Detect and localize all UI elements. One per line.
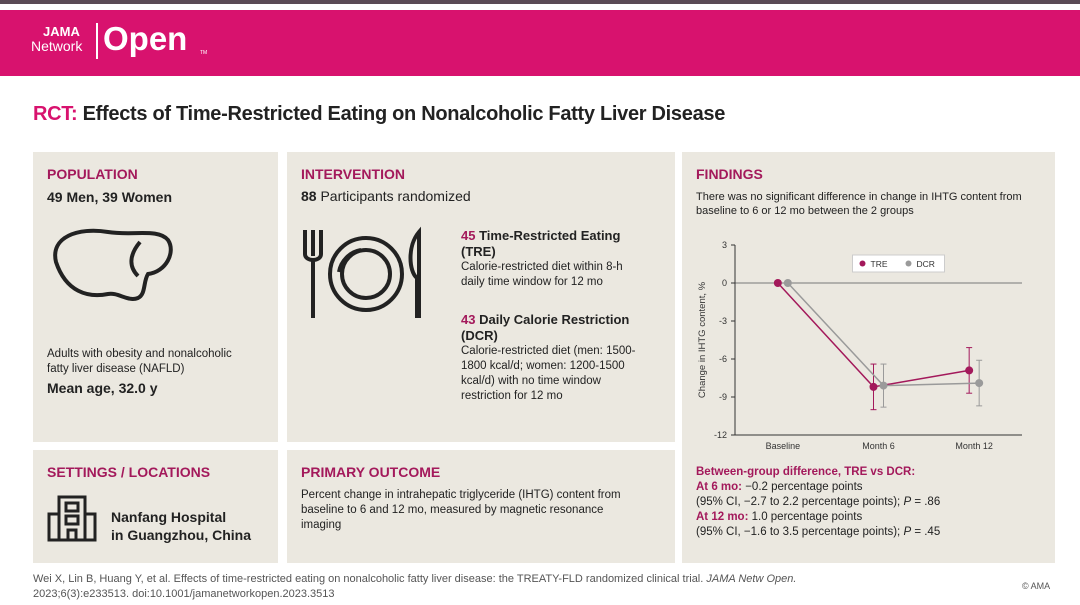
result-text: −0.2 percentage points — [745, 481, 863, 493]
y-axis-label: Change in IHTG content, % — [697, 281, 708, 398]
ci: (95% CI, −1.6 to 3.5 percentage points); — [696, 526, 901, 538]
y-tick-label: 0 — [722, 278, 727, 288]
randomized-text: Participants randomized — [320, 188, 471, 204]
point — [879, 381, 888, 390]
citation-details: 2023;6(3):e233513. doi:10.1001/jamanetwo… — [33, 588, 335, 600]
p-value: = .45 — [914, 526, 941, 538]
point — [975, 379, 984, 388]
group-n: 43 — [461, 312, 476, 327]
intervention-panel: INTERVENTION 88 Participants randomized … — [287, 152, 675, 442]
title-prefix: RCT: — [33, 103, 78, 125]
result-label: At 12 mo: — [696, 511, 749, 523]
logo-main: Open — [103, 20, 188, 57]
x-tick-label: Month 12 — [955, 441, 993, 451]
p-value: = .86 — [914, 496, 941, 508]
point — [783, 279, 792, 287]
liver-icon — [53, 228, 173, 301]
chart: 3 0 -3 -6 -9 -12 Change in IHTG content, % Base… — [697, 240, 1022, 451]
summary: There was no significant difference in c… — [696, 191, 1022, 217]
outcome-panel: PRIMARY OUTCOME Percent change in intrah… — [287, 450, 675, 563]
mean-age: Mean age, 32.0 y — [47, 380, 158, 396]
citation-text: Wei X, Lin B, Huang Y, et al. Effects of… — [33, 573, 704, 585]
legend-box — [852, 254, 945, 273]
result-ci: (95% CI, −1.6 to 3.5 percentage points);… — [696, 525, 1046, 540]
legend-marker — [905, 260, 912, 267]
legend-label: DCR — [917, 259, 935, 269]
result-ci: (95% CI, −2.7 to 2.2 percentage points);… — [696, 495, 1046, 510]
y-tick-label: -12 — [714, 430, 727, 440]
randomized: 88 Participants randomized — [301, 188, 471, 204]
location: Nanfang Hospital in Guangzhou, China — [111, 508, 251, 544]
location-line: in Guangzhou, China — [111, 527, 251, 543]
y-tick-label: -6 — [719, 354, 727, 364]
heading: POPULATION — [47, 166, 138, 182]
heading: INTERVENTION — [301, 166, 405, 182]
citation: Wei X, Lin B, Huang Y, et al. Effects of… — [33, 572, 813, 602]
result: At 12 mo: 1.0 percentage points — [696, 510, 1046, 525]
logo-tm: TM — [200, 50, 208, 56]
counts: 49 Men, 39 Women — [47, 189, 173, 205]
logo-divider — [96, 23, 98, 59]
group-dcr: 43 Daily Calorie Restriction (DCR) Calor… — [461, 312, 641, 404]
meal-icon — [303, 226, 421, 318]
legend-label: TRE — [871, 259, 888, 269]
heading: FINDINGS — [696, 166, 763, 182]
randomized-n: 88 — [301, 188, 317, 204]
description: Adults with obesity and nonalcoholic fat… — [47, 348, 232, 375]
hospital-icon — [47, 495, 97, 542]
title-text: Effects of Time-Restricted Eating on Non… — [82, 103, 726, 125]
group-name: Time-Restricted Eating (TRE) — [461, 228, 621, 259]
result-label: At 6 mo: — [696, 481, 742, 493]
logo-top: JAMA — [43, 24, 80, 39]
point — [869, 382, 878, 391]
group-description: Calorie-restricted diet (men: 1500-1800 … — [461, 345, 636, 402]
p: P — [903, 526, 912, 538]
p: P — [903, 496, 912, 508]
header-band: JAMA Network Open TM — [0, 10, 1080, 76]
group-description: Calorie-restricted diet within 8-h daily… — [461, 261, 623, 288]
ci: (95% CI, −2.7 to 2.2 percentage points); — [696, 496, 901, 508]
point — [965, 366, 974, 375]
difference: Between-group difference, TRE vs DCR: At… — [696, 465, 1046, 540]
result: At 6 mo: −0.2 percentage points — [696, 480, 1046, 495]
title: RCT: Effects of Time-Restricted Eating o… — [33, 103, 725, 126]
heading: SETTINGS / LOCATIONS — [47, 464, 211, 480]
x-tick-label: Month 6 — [862, 441, 895, 451]
group-name: Daily Calorie Restriction (DCR) — [461, 312, 630, 343]
y-tick-label: -3 — [719, 316, 727, 326]
x-tick-label: Baseline — [766, 441, 801, 451]
heading: PRIMARY OUTCOME — [301, 464, 441, 480]
outcome-text: Percent change in intrahepatic triglycer… — [301, 489, 621, 531]
result-text: 1.0 percentage points — [751, 511, 863, 523]
top-strip — [0, 0, 1080, 4]
difference-heading: Between-group difference, TRE vs DCR: — [696, 466, 916, 478]
location-line: Nanfang Hospital — [111, 509, 227, 525]
y-tick-label: -9 — [719, 392, 727, 402]
legend-marker — [859, 260, 866, 267]
y-tick-label: 3 — [722, 240, 727, 250]
population-panel: POPULATION 49 Men, 39 Women Adults with … — [33, 152, 278, 442]
group-n: 45 — [461, 228, 476, 243]
settings-panel: SETTINGS / LOCATIONS Nanfang Hospital in… — [33, 450, 278, 563]
point — [773, 279, 782, 287]
logo-bottom: Network — [31, 38, 83, 54]
citation-journal: JAMA Netw Open. — [706, 573, 797, 585]
group-tre: 45 Time-Restricted Eating (TRE) Calorie-… — [461, 228, 641, 290]
findings-panel: FINDINGS There was no significant differ… — [682, 152, 1055, 563]
copyright: © AMA — [1022, 581, 1051, 591]
